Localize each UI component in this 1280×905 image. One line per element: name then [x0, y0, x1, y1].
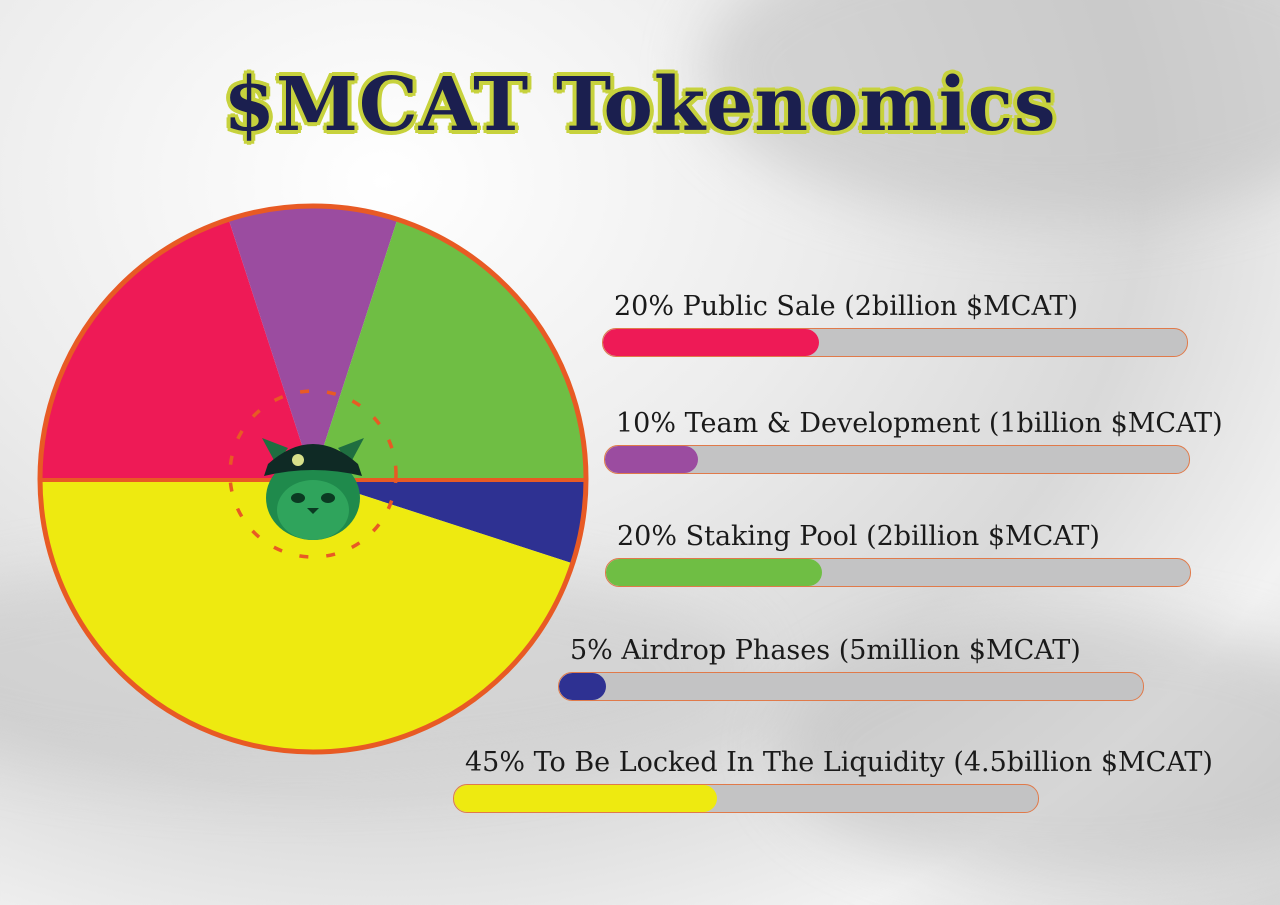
allocation-bar-label: 20% Public Sale (2billion $MCAT) — [614, 291, 1079, 322]
allocation-bar-1: 20% Public Sale (2billion $MCAT) — [602, 292, 1188, 357]
pie-slice-staking-pool — [313, 219, 586, 479]
allocation-bar-track — [558, 672, 1144, 701]
allocation-bar-fill — [559, 673, 606, 700]
pie-slice-to-be-locked-in-the-liquidity — [40, 479, 573, 752]
allocation-bar-fill — [454, 785, 717, 812]
allocation-bar-track — [605, 558, 1191, 587]
allocation-bar-fill — [603, 329, 820, 356]
allocation-bar-fill — [605, 446, 699, 473]
allocation-bar-2: 10% Team & Development (1billion $MCAT) — [604, 409, 1223, 474]
pie-slice-airdrop-phases — [313, 479, 586, 564]
allocation-bar-4: 5% Airdrop Phases (5million $MCAT) — [558, 636, 1144, 701]
allocation-bar-label: 10% Team & Development (1billion $MCAT) — [616, 408, 1223, 439]
allocation-bar-label: 20% Staking Pool (2billion $MCAT) — [617, 521, 1100, 552]
pie-slice-team-development — [228, 206, 398, 479]
allocation-bar-3: 20% Staking Pool (2billion $MCAT) — [605, 522, 1191, 587]
allocation-bar-track — [604, 445, 1190, 474]
pie-border — [37, 203, 589, 755]
cat-wearing-cap-icon — [262, 438, 364, 540]
allocation-bar-label: 45% To Be Locked In The Liquidity (4.5bi… — [465, 747, 1213, 778]
allocation-bar-label: 5% Airdrop Phases (5million $MCAT) — [570, 635, 1081, 666]
tokenomics-pie-chart — [37, 203, 589, 755]
allocation-bar-track — [453, 784, 1039, 813]
allocation-bar-5: 45% To Be Locked In The Liquidity (4.5bi… — [453, 748, 1213, 813]
page-title: $MCAT Tokenomics — [223, 62, 1057, 148]
center-dashed-ring — [228, 389, 398, 559]
pie-slice-public-sale — [40, 219, 313, 479]
allocation-bar-track — [602, 328, 1188, 357]
allocation-bar-fill — [606, 559, 823, 586]
